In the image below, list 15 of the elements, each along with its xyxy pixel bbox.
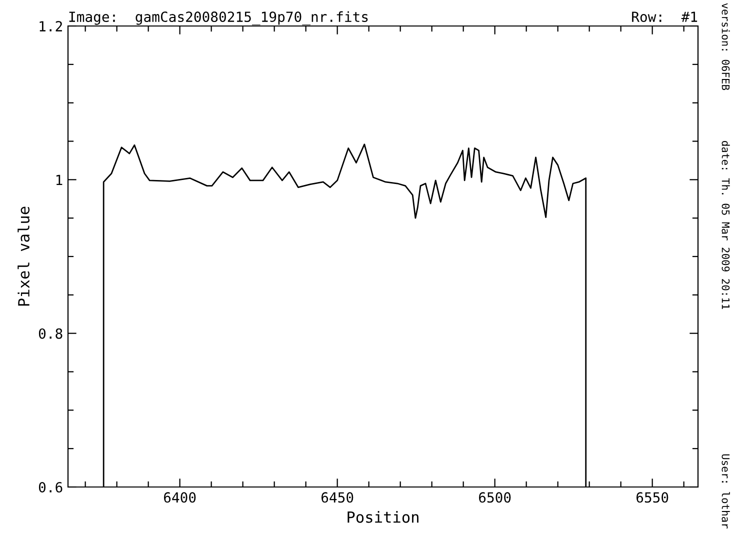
x-axis-title: Position	[348, 511, 418, 523]
x-tick-label: 6500	[479, 492, 511, 503]
chart-subtitle: Row: #1	[632, 12, 698, 22]
y-tick-label: 0.6	[38, 482, 62, 493]
text: version: 06FEB	[722, 3, 730, 90]
y-axis-title: Pixel value	[18, 206, 30, 306]
text: date: Th. 05 Mar 2009 20:11	[722, 141, 730, 310]
x-tick-label: 6400	[164, 492, 196, 503]
x-tick-label: 6550	[636, 492, 668, 503]
text: User: lothar	[722, 454, 730, 528]
y-tick-label: 1	[56, 174, 62, 185]
x-tick-label: 6450	[322, 492, 354, 503]
y-tick-label: 1.2	[40, 21, 62, 32]
chart-title: Image: gamCas20080215_19p70_nr.fits	[69, 11, 368, 26]
y-tick-label: 0.8	[38, 328, 62, 339]
